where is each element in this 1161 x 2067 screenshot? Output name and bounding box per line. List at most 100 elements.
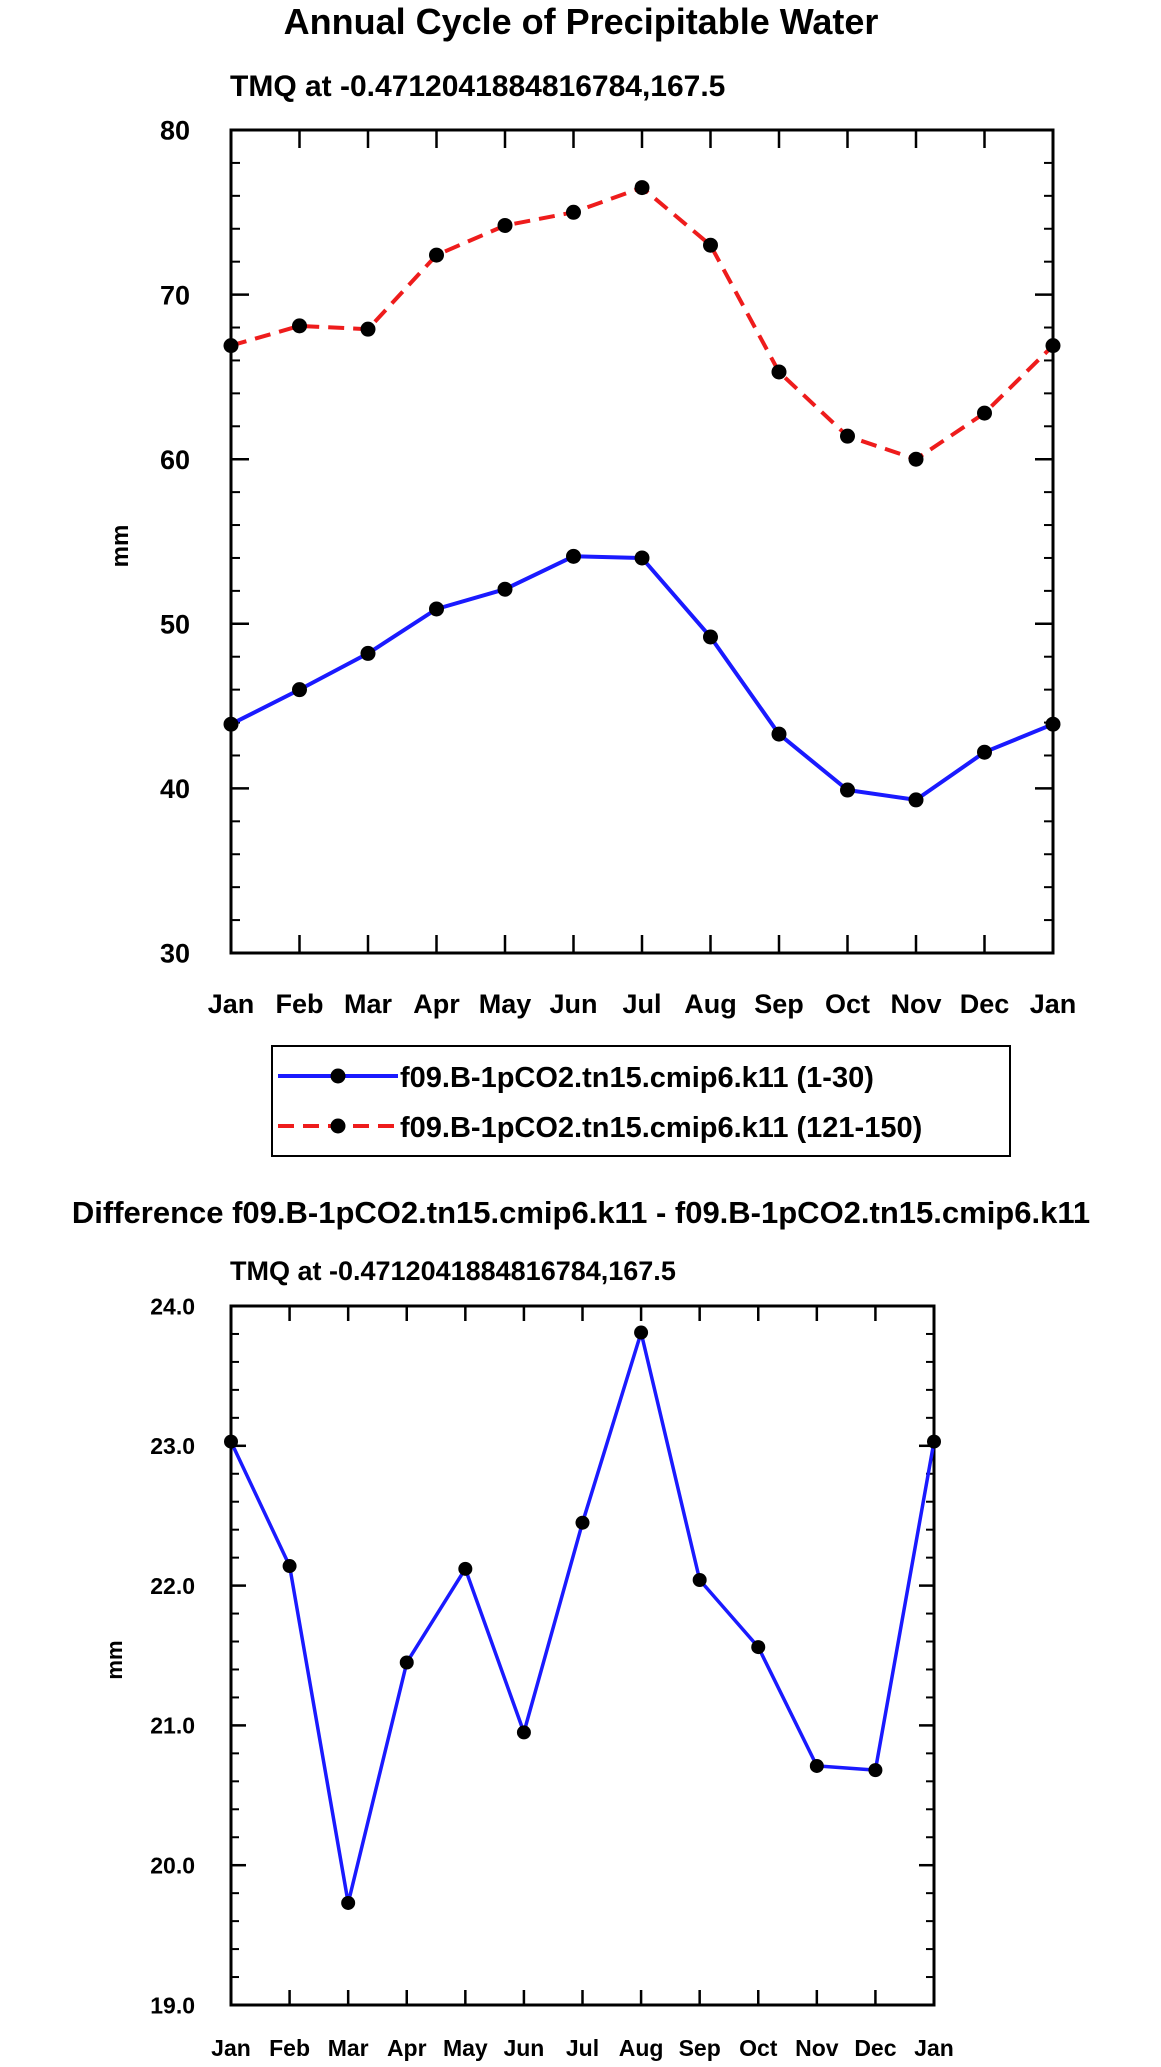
x-tick-label: Jan xyxy=(914,2035,954,2061)
plot-border xyxy=(229,128,1055,955)
legend-marker-series-2 xyxy=(330,1118,346,1134)
chart-subtitle: TMQ at -0.4712041884816784,167.5 xyxy=(230,1256,676,1286)
data-point xyxy=(399,1655,414,1670)
x-tick-label: Nov xyxy=(795,2035,839,2061)
data-point xyxy=(360,321,376,337)
x-tick-label: Aug xyxy=(684,989,736,1019)
x-tick-label: Oct xyxy=(739,2035,778,2061)
legend-box xyxy=(271,1045,1011,1157)
plot-frame xyxy=(229,1304,936,2007)
legend: f09.B-1pCO2.tn15.cmip6.k11 (1-30) f09.B-… xyxy=(271,1045,1011,1157)
data-point xyxy=(703,629,718,645)
data-point xyxy=(908,451,924,467)
x-tick-label: Apr xyxy=(387,2035,427,2061)
data-point xyxy=(360,645,376,661)
y-tick-label: 80 xyxy=(160,116,190,146)
y-tick-label: 50 xyxy=(160,610,190,640)
data-point xyxy=(1045,716,1061,732)
x-tick-label: Jul xyxy=(566,2035,599,2061)
data-point xyxy=(224,1434,238,1449)
series-line-1 xyxy=(229,1330,936,1905)
x-tick-label: Sep xyxy=(754,989,804,1019)
y-tick-label: 20.0 xyxy=(150,1852,195,1878)
x-tick-label: Mar xyxy=(344,989,393,1019)
data-point xyxy=(223,338,239,354)
data-point xyxy=(566,204,581,220)
x-axis-ticks: Jan Feb Mar Apr May Jun Jul Aug Sep Oct Nov Dec Jan xyxy=(211,1306,954,2061)
y-tick-label: 22.0 xyxy=(150,1573,195,1599)
series-group xyxy=(224,1325,941,1910)
series-line-1 xyxy=(230,554,1054,802)
difference-chart-panel: Difference f09.B-1pCO2.tn15.cmip6.k11 - … xyxy=(72,1195,1090,2061)
data-point xyxy=(977,744,992,760)
x-tick-label: Mar xyxy=(328,2035,369,2061)
x-tick-label: Oct xyxy=(825,989,870,1019)
x-tick-label: Aug xyxy=(619,2035,664,2061)
x-tick-label: Apr xyxy=(413,989,460,1019)
legend-label-series-2: f09.B-1pCO2.tn15.cmip6.k11 (121-150) xyxy=(400,1112,922,1144)
data-point xyxy=(634,180,650,196)
x-tick-label: Jun xyxy=(549,989,597,1019)
x-tick-label: Feb xyxy=(269,2035,310,2061)
data-point xyxy=(771,726,787,742)
chart-title: Difference f09.B-1pCO2.tn15.cmip6.k11 - … xyxy=(72,1195,1090,1230)
data-point xyxy=(751,1640,766,1655)
data-point xyxy=(908,792,924,808)
x-tick-label: Dec xyxy=(854,2035,896,2061)
legend-marker-series-1 xyxy=(330,1068,346,1084)
y-tick-label: 60 xyxy=(160,445,190,475)
y-tick-label: 24.0 xyxy=(150,1293,195,1319)
y-tick-label: 70 xyxy=(160,280,190,310)
data-point xyxy=(703,237,718,253)
chart-subtitle: TMQ at -0.4712041884816784,167.5 xyxy=(230,70,725,103)
data-point xyxy=(458,1561,473,1576)
x-tick-label: May xyxy=(479,989,532,1019)
data-point xyxy=(771,364,787,380)
data-point xyxy=(429,247,444,263)
data-point xyxy=(341,1895,356,1910)
y-tick-label: 21.0 xyxy=(150,1713,195,1739)
x-tick-label: Jan xyxy=(208,989,255,1019)
data-point xyxy=(282,1559,297,1574)
y-axis-label: mm xyxy=(102,1640,127,1679)
x-tick-label: Dec xyxy=(960,989,1010,1019)
x-tick-label: Feb xyxy=(275,989,323,1019)
data-point xyxy=(840,428,855,444)
x-tick-label: Jul xyxy=(622,989,661,1019)
legend-label-series-1: f09.B-1pCO2.tn15.cmip6.k11 (1-30) xyxy=(400,1062,874,1094)
y-axis-ticks: 30 40 50 60 70 80 xyxy=(160,116,1053,969)
data-point xyxy=(1045,338,1061,354)
y-tick-label: 19.0 xyxy=(150,1992,195,2018)
x-axis-ticks: Jan Feb Mar Apr May Jun Jul Aug Sep Oct Nov Dec Jan xyxy=(208,130,1077,1019)
plot-frame xyxy=(229,128,1055,955)
data-point xyxy=(497,217,513,233)
series-group xyxy=(223,180,1061,808)
top-chart-panel: Annual Cycle of Precipitable Water TMQ a… xyxy=(107,1,1076,1019)
x-tick-label: May xyxy=(443,2035,488,2061)
plot-border xyxy=(229,1304,936,2007)
data-point xyxy=(977,405,992,421)
data-point xyxy=(692,1573,707,1588)
data-point xyxy=(497,581,513,597)
chart-title: Annual Cycle of Precipitable Water xyxy=(284,1,879,42)
data-point xyxy=(516,1725,531,1740)
data-point xyxy=(429,601,444,617)
data-point xyxy=(575,1515,590,1530)
y-tick-label: 23.0 xyxy=(150,1433,195,1459)
data-point xyxy=(840,782,855,798)
y-tick-label: 30 xyxy=(160,939,190,969)
y-axis-label: mm xyxy=(107,525,134,568)
y-axis-ticks: 19.0 20.0 21.0 22.0 23.0 24.0 xyxy=(150,1293,934,2018)
data-point xyxy=(223,716,239,732)
data-point xyxy=(292,318,307,334)
data-point xyxy=(292,682,307,698)
y-tick-label: 40 xyxy=(160,774,190,804)
x-tick-label: Jan xyxy=(211,2035,251,2061)
data-point xyxy=(566,548,581,564)
x-tick-label: Jan xyxy=(1030,989,1077,1019)
x-tick-label: Nov xyxy=(890,989,941,1019)
series-line-2 xyxy=(230,185,1055,462)
data-point xyxy=(634,550,650,566)
data-point xyxy=(809,1758,824,1773)
